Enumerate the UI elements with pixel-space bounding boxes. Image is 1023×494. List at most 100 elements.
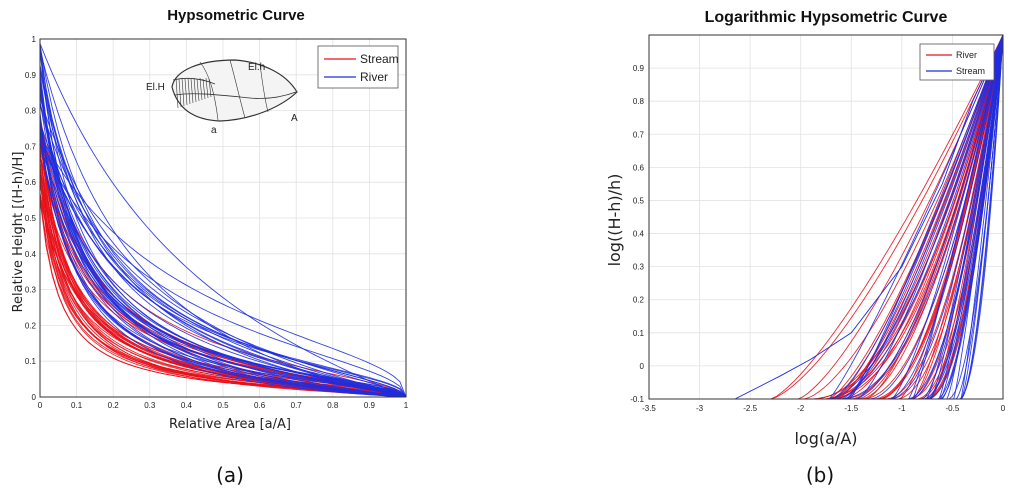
y-tick-label: 0.8 <box>25 107 37 116</box>
chart-b: Logarithmic Hypsometric Curve -3.5 -3 -2.5… <box>605 9 1006 487</box>
inset-label-el-h-upper: El.H <box>146 82 165 93</box>
chart-a-ticks: 0 0.1 0.2 0.3 0.4 0.5 0.6 0.7 0.8 0.9 1 0 0.1 0.2 0.3 0… <box>25 35 409 410</box>
y-tick-label: 0.7 <box>633 130 645 139</box>
stream-log-curve <box>834 35 1003 399</box>
hatch-line <box>208 78 212 98</box>
x-tick-label: 0.6 <box>254 401 266 410</box>
stream-log-curve <box>853 35 1003 399</box>
x-tick-label: -3 <box>696 404 704 413</box>
chart-a-title: Hypsometric Curve <box>167 7 305 24</box>
chart-b-lines <box>734 35 1003 399</box>
caption-a: (a) <box>216 463 244 487</box>
y-tick-label: 0.1 <box>633 329 645 338</box>
y-tick-label: 0.6 <box>25 178 37 187</box>
hatch-line <box>178 78 182 108</box>
stream-log-curve <box>841 35 1003 399</box>
legend-label-river: River <box>360 70 388 84</box>
stream-log-curve <box>857 35 1003 399</box>
x-tick-label: -2 <box>797 404 805 413</box>
x-tick-label: 0.2 <box>108 401 120 410</box>
y-tick-label: 0.5 <box>25 214 37 223</box>
y-tick-label: 0.3 <box>633 263 645 272</box>
chart-b-xlabel: log(a/A) <box>794 429 857 448</box>
river-log-curve <box>877 35 1003 399</box>
inset-label-a: a <box>211 125 217 136</box>
chart-a: Hypsometric Curve 0 0.1 0.2 0.3 0.4 0.5 0.6 0.7… <box>11 7 409 487</box>
river-curve <box>39 133 407 398</box>
river-curve <box>39 120 407 398</box>
y-tick-label: 1 <box>32 35 37 44</box>
y-tick-label: 0.4 <box>25 250 37 259</box>
chart-a-ylabel: Relative Height [(H-h)/H] <box>11 152 26 313</box>
stream-log-curve <box>946 35 1003 399</box>
y-tick-label: 0 <box>32 393 37 402</box>
river-curve <box>39 98 407 398</box>
y-tick-label: 0.9 <box>633 64 645 73</box>
chart-b-legend: River Stream <box>919 43 995 81</box>
inset-label-A: A <box>291 113 298 124</box>
river-curve <box>39 44 407 398</box>
x-tick-label: 0 <box>1001 404 1006 413</box>
chart-a-frame <box>39 38 407 398</box>
x-tick-label: 1 <box>404 401 409 410</box>
chart-a-xlabel: Relative Area [a/A] <box>169 417 291 432</box>
x-tick-label: 0.9 <box>364 401 376 410</box>
river-curve <box>39 92 407 398</box>
stream-log-curve <box>938 35 1003 399</box>
chart-b-ticks: -3.5 -3 -2.5 -2 -1.5 -1 -0.5 0 -0.1 0 0.1 0.2 0.3 0.4… <box>630 64 1006 413</box>
river-curve <box>39 129 407 398</box>
x-tick-label: -3.5 <box>642 404 656 413</box>
stream-log-curve <box>960 35 1003 399</box>
stream-log-curve <box>827 35 1003 399</box>
hatch-line <box>190 78 194 104</box>
hatch-line <box>181 77 185 107</box>
hatch-line <box>205 77 209 99</box>
river-curve <box>39 43 407 398</box>
y-tick-label: 0.6 <box>633 163 645 172</box>
river-log-curve <box>825 35 1003 399</box>
x-tick-label: 0.5 <box>217 401 229 410</box>
x-tick-label: 0.8 <box>327 401 339 410</box>
stream-log-curve <box>927 35 1003 399</box>
y-tick-label: 0.2 <box>25 321 37 330</box>
chart-b-legend-box <box>919 43 995 81</box>
watershed-inset: El.h El.H a A <box>146 59 298 136</box>
river-log-curve <box>770 35 1003 399</box>
hatch-line <box>187 77 191 105</box>
hatch-line <box>175 77 179 109</box>
x-tick-label: 0.3 <box>144 401 156 410</box>
x-tick-label: -0.5 <box>946 404 960 413</box>
stream-log-curve <box>958 35 1003 399</box>
y-tick-label: 0 <box>640 362 645 371</box>
chart-a-lines <box>39 43 407 398</box>
y-tick-label: 0.5 <box>633 196 645 205</box>
legend-label-stream: Stream <box>360 52 399 66</box>
river-curve <box>39 121 407 398</box>
x-tick-label: 0.1 <box>71 401 83 410</box>
x-tick-label: 0 <box>38 401 43 410</box>
chart-a-legend: Stream River <box>317 45 399 89</box>
chart-b-ylabel: log((H-h)/h) <box>605 174 624 267</box>
river-curve <box>39 143 407 398</box>
y-tick-label: 0.4 <box>633 230 645 239</box>
x-tick-label: 0.7 <box>291 401 303 410</box>
river-curve <box>39 69 407 398</box>
stream-log-curve <box>891 35 1003 399</box>
legend-label-river-b: River <box>956 50 977 60</box>
stream-log-curve <box>828 35 1003 399</box>
watershed-outline <box>171 59 298 122</box>
stream-log-curve <box>960 35 1003 399</box>
y-tick-label: -0.1 <box>630 395 644 404</box>
stream-log-curve <box>734 35 1003 399</box>
stream-log-curve <box>960 35 1003 399</box>
chart-b-title: Logarithmic Hypsometric Curve <box>705 9 948 26</box>
hatch-line <box>196 78 200 102</box>
y-tick-label: 0.7 <box>25 142 37 151</box>
chart-a-legend-box <box>317 45 399 89</box>
watershed-hatch <box>175 77 212 109</box>
y-tick-label: 0.2 <box>633 296 645 305</box>
x-tick-label: 0.4 <box>181 401 193 410</box>
hatch-line <box>193 77 197 103</box>
river-log-curve <box>841 35 1003 399</box>
